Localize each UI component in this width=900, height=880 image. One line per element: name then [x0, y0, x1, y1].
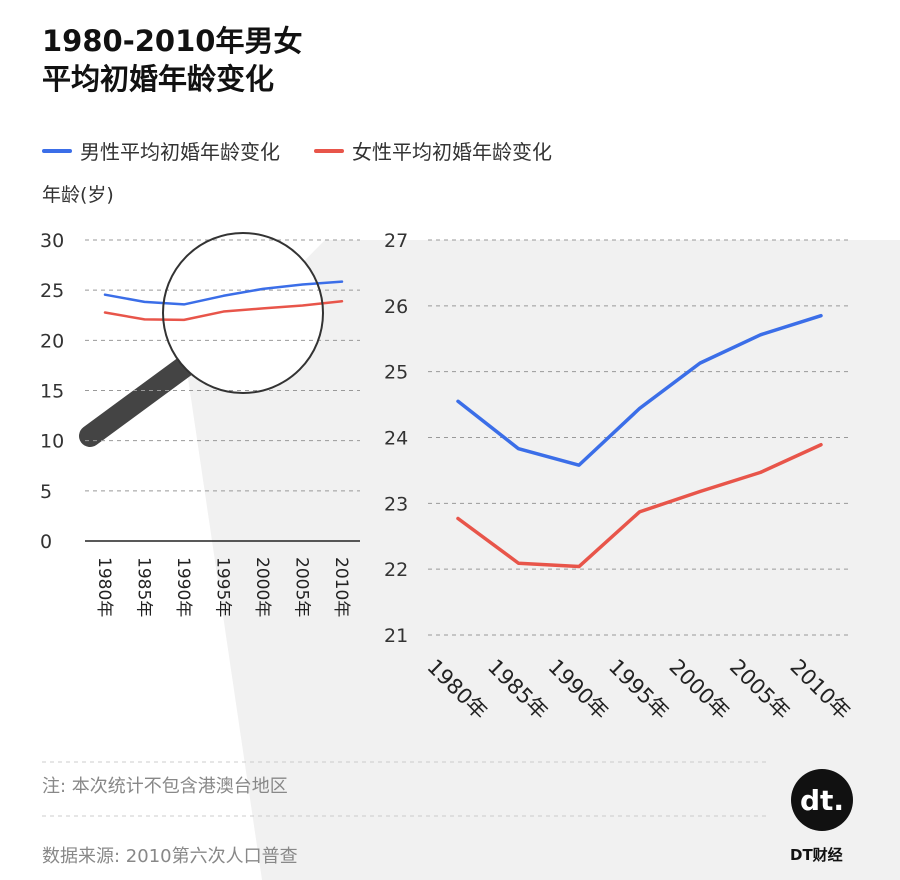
y-tick-label: 25: [40, 280, 64, 302]
y-tick-label: 10: [40, 431, 64, 453]
magnifier-handle: [79, 353, 199, 447]
y-tick-label: 26: [384, 296, 408, 318]
y-tick-label: 25: [384, 362, 408, 384]
x-tick-label: 1980年: [94, 557, 114, 617]
y-tick-label: 27: [384, 230, 408, 252]
legend-label-female: 女性平均初婚年龄变化: [352, 140, 552, 164]
x-tick-label: 1985年: [134, 557, 154, 617]
title-line-2: 平均初婚年龄变化: [42, 62, 275, 96]
x-tick-label: 1995年: [213, 557, 233, 617]
footnote: 注: 本次统计不包含港澳台地区: [42, 776, 288, 797]
legend-item-female: 女性平均初婚年龄变化: [314, 136, 552, 165]
y-tick-label: 24: [384, 428, 408, 450]
y-tick-label: 21: [384, 625, 408, 647]
legend-item-male: 男性平均初婚年龄变化: [42, 136, 280, 165]
y-tick-label: 15: [40, 381, 64, 403]
x-tick-label: 2010年: [331, 557, 351, 617]
data-source: 数据来源: 2010第六次人口普查: [42, 846, 298, 867]
y-tick-label: 30: [40, 230, 64, 252]
zoom-panel-background: [188, 240, 900, 880]
chart-title: 1980-2010年男女 平均初婚年龄变化: [42, 22, 302, 98]
magnifier-lens-ring: [162, 232, 324, 394]
x-tick-label: 2005年: [292, 557, 312, 617]
legend-label-male: 男性平均初婚年龄变化: [80, 140, 280, 164]
magnifier-lens-fill: [163, 233, 323, 393]
logo-icon: [791, 769, 853, 831]
logo-name: DT财经: [790, 846, 843, 864]
legend: 男性平均初婚年龄变化 女性平均初婚年龄变化: [42, 136, 552, 165]
y-tick-label: 22: [384, 559, 408, 581]
title-line-1: 1980-2010年男女: [42, 24, 303, 58]
y-tick-label: 23: [384, 493, 408, 515]
legend-swatch-male: [42, 148, 72, 153]
legend-swatch-female: [314, 148, 344, 153]
logo-mark: dt.: [800, 784, 844, 817]
y-tick-label: 20: [40, 330, 64, 352]
y-tick-label: 5: [40, 481, 52, 503]
x-tick-label: 2000年: [252, 557, 272, 617]
y-axis-label: 年龄(岁): [42, 184, 114, 206]
y-tick-label: 0: [40, 531, 52, 553]
x-tick-label: 1990年: [173, 557, 193, 617]
